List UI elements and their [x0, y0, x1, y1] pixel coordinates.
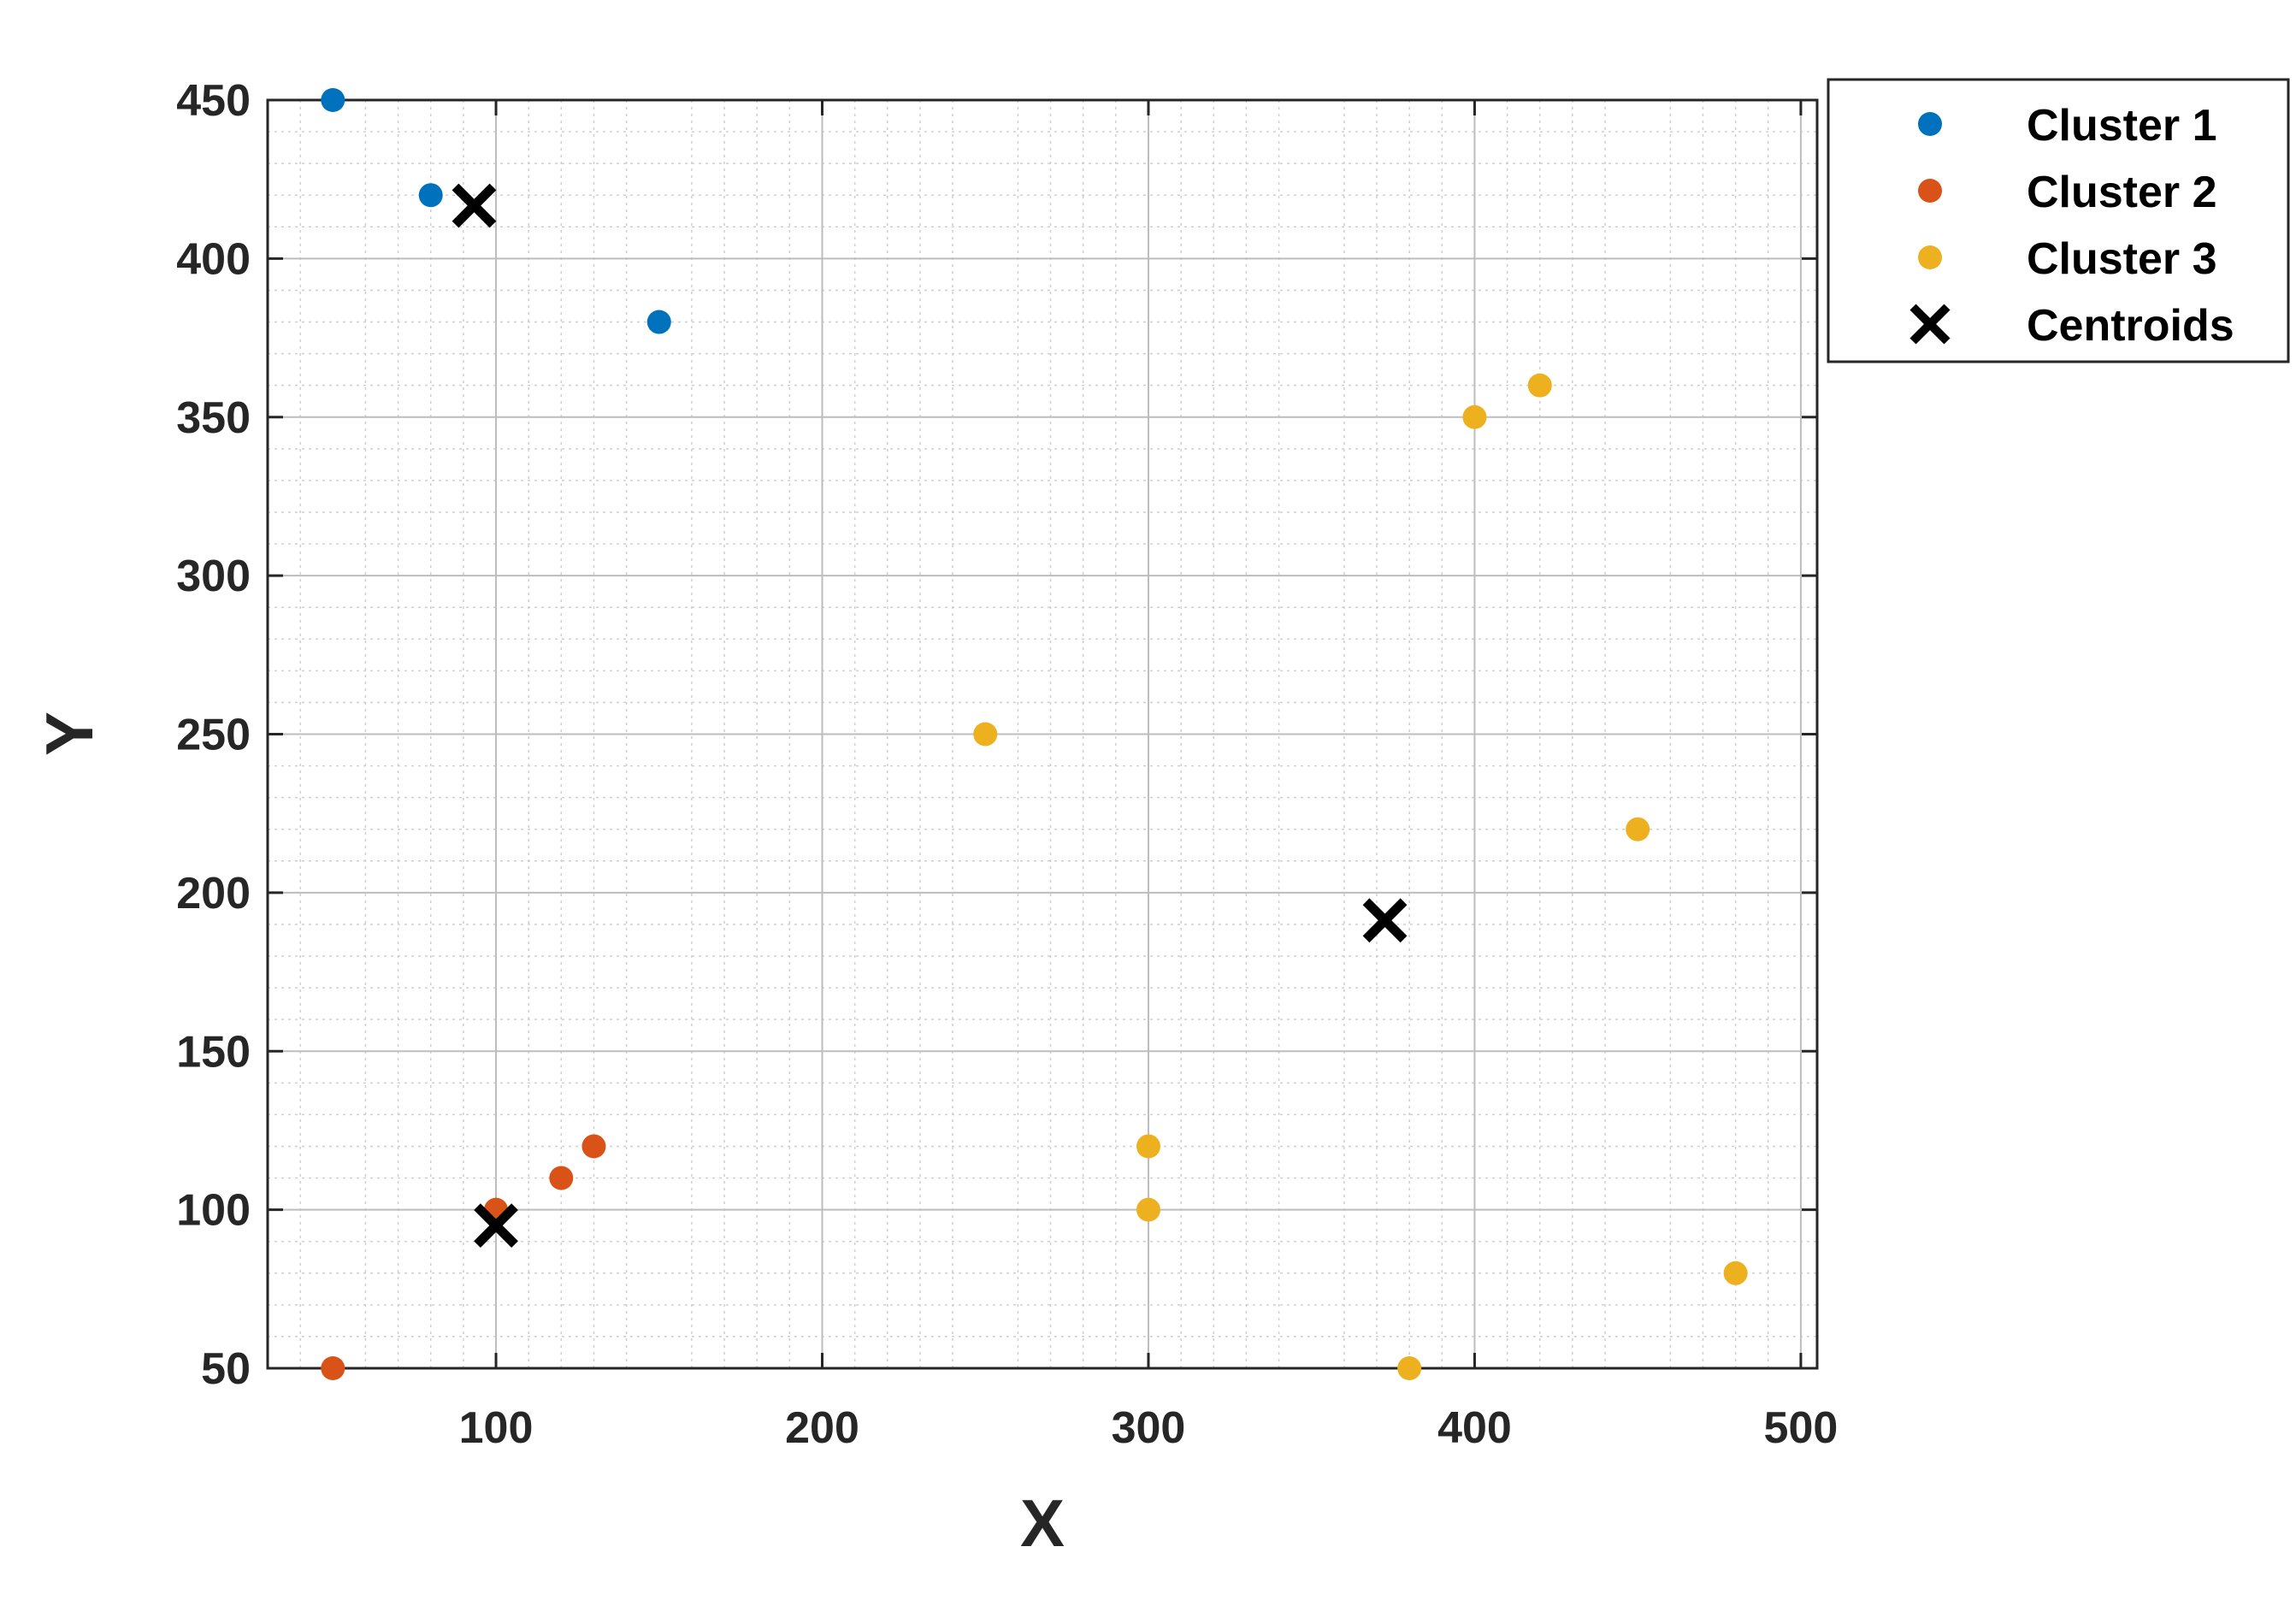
data-point: [321, 1356, 345, 1380]
data-point: [1136, 1134, 1160, 1159]
legend-box: [1827, 78, 2290, 363]
data-point: [973, 722, 998, 747]
tick-marks: [268, 98, 1817, 1370]
y-tick-label: 150: [176, 1027, 251, 1077]
legend-marker-centroid: [1909, 304, 1951, 345]
data-point: [1527, 373, 1552, 398]
data-point: [1136, 1197, 1160, 1222]
x-tick-label: 200: [785, 1403, 859, 1453]
x-tick-label: 400: [1437, 1403, 1512, 1453]
data-point: [581, 1134, 606, 1159]
y-tick-label: 450: [176, 76, 251, 126]
centroid-marker: [1362, 898, 1408, 943]
centroid-stroke: [452, 183, 497, 228]
data-points: [321, 88, 1748, 1380]
data-point: [321, 88, 345, 112]
data-point: [1462, 404, 1487, 429]
centroid-stroke: [1362, 898, 1408, 943]
legend-marker: [1918, 245, 1942, 269]
legend-label: Cluster 1: [2027, 101, 2217, 151]
legend-marker: [1918, 179, 1942, 203]
y-axis-title: Y: [32, 711, 107, 756]
legend-label: Centroids: [2027, 301, 2234, 351]
legend-entries: Cluster 1 Cluster 2 Cluster 3 Centroids: [1909, 101, 2234, 351]
x-tick-label: 100: [459, 1403, 534, 1453]
y-tick-label: 50: [201, 1344, 251, 1394]
y-tick-label: 300: [176, 552, 251, 601]
data-point: [1397, 1356, 1422, 1380]
data-point: [418, 183, 443, 208]
x-tick-label: 300: [1112, 1403, 1186, 1453]
centroid-marker: [474, 1203, 518, 1249]
legend-marker: [1918, 112, 1942, 136]
data-point: [1626, 817, 1650, 841]
y-tick-label: 350: [176, 393, 251, 443]
x-tick-label: 500: [1764, 1403, 1839, 1453]
legend-label: Cluster 3: [2027, 234, 2217, 284]
plot-area: [266, 88, 1819, 1380]
x-axis-title: X: [1020, 1485, 1065, 1561]
data-point: [1723, 1261, 1748, 1285]
centroid-stroke: [474, 1203, 518, 1249]
y-tick-label: 250: [176, 711, 251, 760]
legend-marker-stroke: [1909, 304, 1951, 345]
data-point: [549, 1166, 574, 1190]
centroid-marker: [452, 183, 497, 228]
x-tick-labels: 100 200 300 400 500: [459, 1403, 1839, 1453]
legend: Cluster 1 Cluster 2 Cluster 3 Centroids: [1827, 78, 2290, 363]
legend-label: Cluster 2: [2027, 168, 2217, 217]
minor-grid: [268, 100, 1817, 1368]
data-point: [646, 310, 671, 334]
y-tick-labels: 50 100 150 200 250 300 350 400 450: [176, 76, 251, 1394]
y-tick-label: 200: [176, 869, 251, 918]
y-tick-label: 400: [176, 234, 251, 284]
y-tick-label: 100: [176, 1186, 251, 1236]
